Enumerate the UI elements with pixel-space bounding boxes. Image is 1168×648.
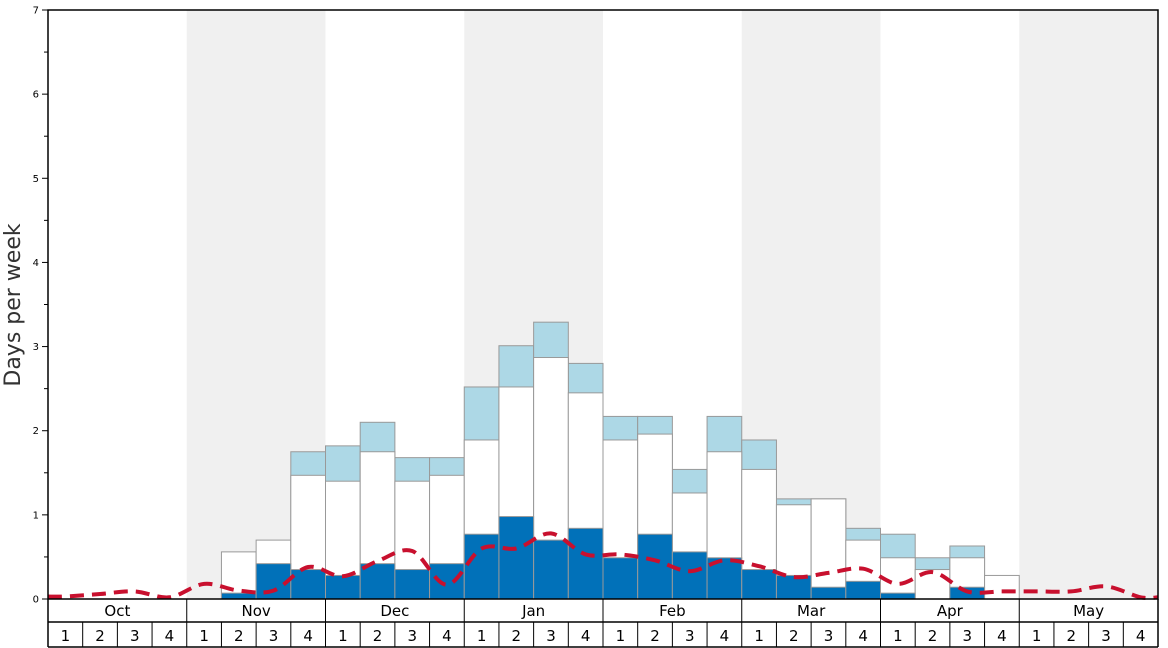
y-axis-label: Days per week	[1, 223, 26, 386]
week-label: 2	[512, 627, 522, 645]
y-tick-label: 5	[33, 174, 39, 185]
week-label: 4	[442, 627, 452, 645]
month-label: Apr	[937, 602, 964, 620]
week-label: 4	[581, 627, 591, 645]
bar-dark	[775, 574, 812, 600]
week-label: 1	[61, 627, 71, 645]
month-label: Dec	[380, 602, 409, 620]
y-tick-label: 2	[33, 426, 39, 437]
week-label: 2	[234, 627, 244, 645]
week-label: 4	[303, 627, 313, 645]
bar-white	[984, 574, 1020, 600]
week-label: 2	[95, 627, 105, 645]
month-shade-band	[1019, 10, 1158, 599]
bar-dark	[429, 563, 465, 600]
week-label: 4	[858, 627, 868, 645]
week-label: 2	[928, 627, 938, 645]
week-label: 2	[373, 627, 383, 645]
month-label: May	[1073, 602, 1104, 620]
bar-dark	[533, 539, 569, 600]
week-label: 3	[962, 627, 972, 645]
average-line	[47, 531, 1159, 601]
week-label: 3	[130, 627, 140, 645]
week-label: 2	[1067, 627, 1077, 645]
week-label: 1	[338, 627, 348, 645]
week-label: 1	[477, 627, 487, 645]
bar-dark	[880, 592, 916, 600]
week-label: 1	[754, 627, 764, 645]
bar-dark	[671, 551, 708, 600]
bar-dark	[394, 569, 431, 600]
weekly-bars	[220, 321, 1020, 600]
bar-white	[810, 498, 847, 600]
x-axis: Oct Nov Dec Jan Feb Mar Apr May 1 2 3 4 1 2 3 4 1 2 3 4 1 2 3 4…	[47, 599, 1159, 648]
month-shade-bands	[186, 10, 1158, 599]
week-label: 4	[997, 627, 1007, 645]
y-tick-label: 0	[33, 595, 39, 606]
y-tick-label: 7	[33, 6, 39, 17]
week-label: 1	[893, 627, 903, 645]
week-label: 3	[407, 627, 417, 645]
week-label: 3	[1101, 627, 1111, 645]
bar-dark	[567, 527, 604, 600]
y-tick-label: 6	[33, 90, 39, 101]
week-label: 1	[616, 627, 626, 645]
week-label: 4	[720, 627, 730, 645]
month-label: Oct	[104, 602, 130, 620]
week-label: 3	[269, 627, 279, 645]
week-label: 4	[1136, 627, 1146, 645]
y-tick-label: 1	[33, 510, 39, 521]
month-label: Mar	[797, 602, 826, 620]
bar-dark	[810, 586, 847, 600]
bar-dark	[359, 563, 396, 600]
week-label: 1	[199, 627, 209, 645]
week-label: 2	[650, 627, 660, 645]
y-tick-label: 3	[33, 342, 39, 353]
week-label: 1	[1032, 627, 1042, 645]
bar-dark	[463, 533, 500, 600]
week-label: 3	[824, 627, 834, 645]
y-axis: 0 1 2 3 4 5 6 7	[33, 6, 48, 606]
bar-dark	[602, 557, 639, 600]
bar-dark	[845, 580, 881, 600]
month-label: Jan	[521, 602, 545, 620]
week-label: 4	[165, 627, 175, 645]
bar-dark	[325, 574, 361, 600]
month-label: Nov	[241, 602, 270, 620]
week-label: 2	[789, 627, 799, 645]
month-label: Feb	[659, 602, 686, 620]
bar-dark	[498, 516, 535, 600]
average-line-path	[47, 531, 1159, 601]
week-label: 3	[546, 627, 556, 645]
week-label: 3	[685, 627, 695, 645]
bar-dark	[290, 569, 326, 600]
y-tick-label: 4	[33, 258, 39, 269]
bar-dark	[741, 569, 777, 600]
